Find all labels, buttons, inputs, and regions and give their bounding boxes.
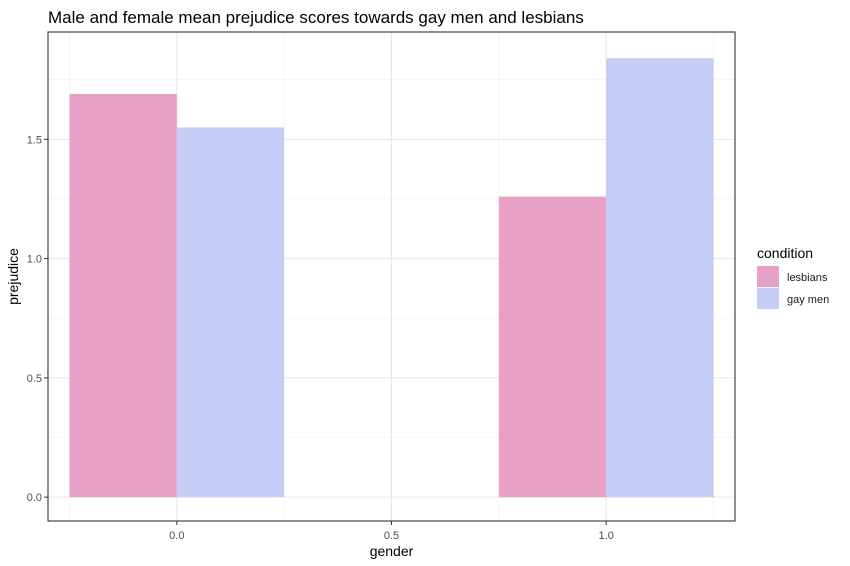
legend: condition lesbians gay men xyxy=(757,245,829,309)
chart-title: Male and female mean prejudice scores to… xyxy=(48,8,584,27)
x-tick-label: 0.5 xyxy=(384,530,399,542)
legend-label-gay-men: gay men xyxy=(787,294,829,306)
x-tick-label: 1.0 xyxy=(599,530,614,542)
x-axis-title: gender xyxy=(370,543,414,559)
bar-lesbians-1 xyxy=(498,196,607,498)
legend-swatch-lesbians xyxy=(757,266,779,287)
bar-gay-men-1 xyxy=(606,58,714,498)
bar-gay-men-0 xyxy=(176,127,285,498)
legend-swatch-gay-men xyxy=(757,288,779,309)
axis-ticks: 0.0 0.5 1.0 0.0 0.5 1.0 1.5 xyxy=(27,134,614,542)
legend-label-lesbians: lesbians xyxy=(787,272,828,284)
y-tick-label: 0.0 xyxy=(27,492,42,504)
legend-items: lesbians gay men xyxy=(757,266,829,309)
x-tick-label: 0.0 xyxy=(169,530,184,542)
y-axis-title: prejudice xyxy=(5,248,21,305)
y-tick-label: 0.5 xyxy=(27,373,42,385)
bar-lesbians-0 xyxy=(69,94,177,498)
y-tick-label: 1.0 xyxy=(27,254,42,266)
bars xyxy=(69,58,714,498)
y-tick-label: 1.5 xyxy=(27,134,42,146)
legend-title: condition xyxy=(757,245,813,261)
